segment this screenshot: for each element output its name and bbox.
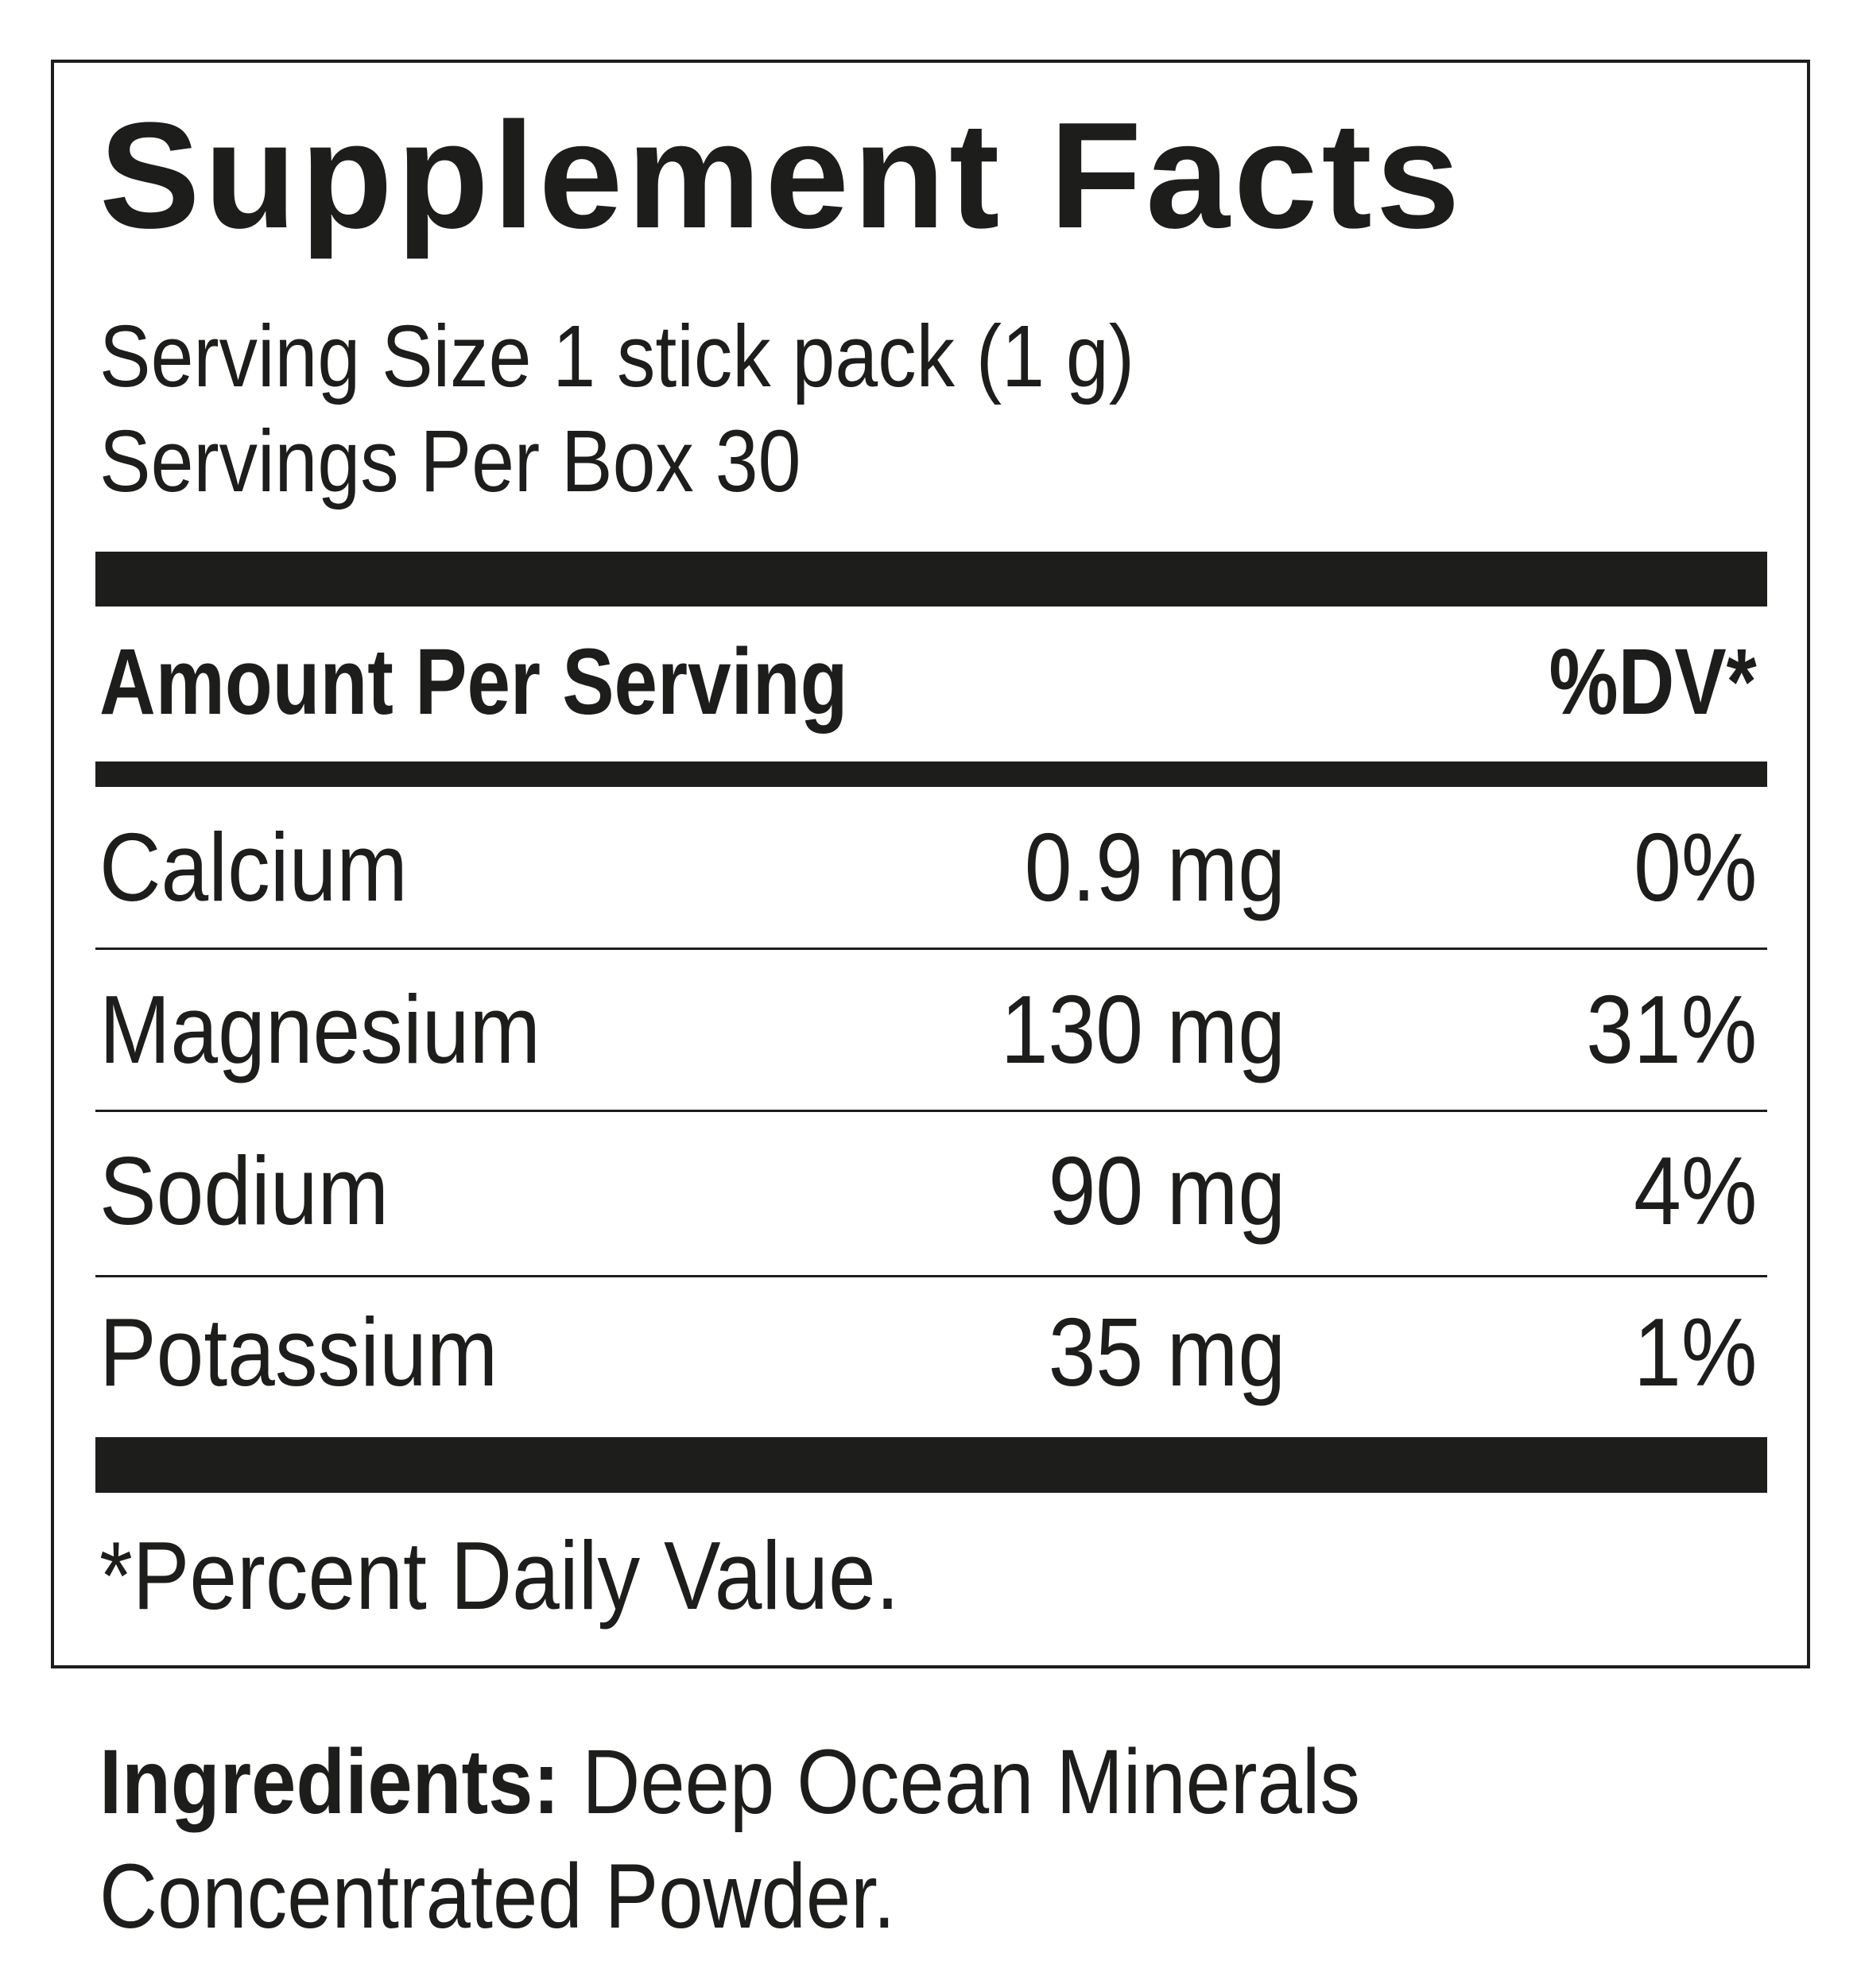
servings-per-container: Servings Per Box 30	[99, 413, 801, 510]
ingredients-text: Deep Ocean Minerals	[582, 1731, 1361, 1833]
nutrient-name: Magnesium	[99, 975, 541, 1083]
nutrient-name: Calcium	[99, 813, 408, 921]
nutrient-name: Potassium	[99, 1298, 498, 1406]
medium-divider	[95, 761, 1767, 787]
supplement-facts-panel	[51, 60, 1810, 1668]
amount-per-serving-header: Amount Per Serving	[99, 630, 848, 734]
nutrient-dv: 0%	[1633, 813, 1757, 921]
ingredients-line-2: Concentrated Powder.	[99, 1846, 896, 1947]
nutrient-dv: 31%	[1586, 975, 1757, 1083]
serving-size: Serving Size 1 stick pack (1 g)	[99, 308, 1134, 405]
nutrient-name: Sodium	[99, 1137, 390, 1245]
ingredients-label: Ingredients:	[99, 1731, 560, 1833]
footnote: *Percent Daily Value.	[99, 1521, 900, 1630]
row-divider	[95, 947, 1767, 950]
nutrient-dv: 1%	[1633, 1298, 1757, 1406]
nutrient-amount: 0.9 mg	[1024, 813, 1285, 921]
panel-title: Supplement Facts	[99, 91, 1464, 260]
nutrient-amount: 130 mg	[1000, 975, 1285, 1083]
thick-divider-bottom	[95, 1437, 1767, 1493]
nutrient-dv: 4%	[1633, 1137, 1757, 1245]
row-divider	[95, 1110, 1767, 1112]
nutrient-amount: 90 mg	[1048, 1137, 1285, 1245]
nutrient-amount: 35 mg	[1048, 1298, 1285, 1406]
dv-header: %DV*	[1549, 630, 1757, 734]
row-divider	[95, 1275, 1767, 1277]
thick-divider-top	[95, 552, 1767, 606]
ingredients-line-1: Ingredients: Deep Ocean Minerals	[99, 1737, 1360, 1828]
